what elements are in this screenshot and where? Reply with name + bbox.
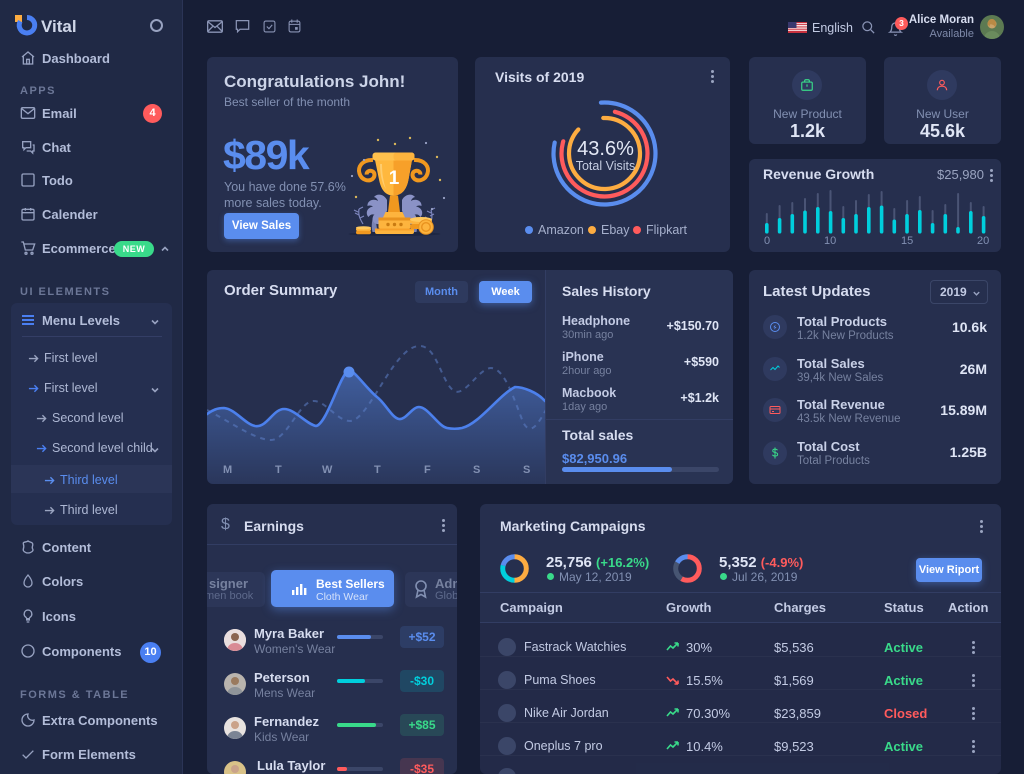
svg-text:1: 1 [389,168,400,189]
